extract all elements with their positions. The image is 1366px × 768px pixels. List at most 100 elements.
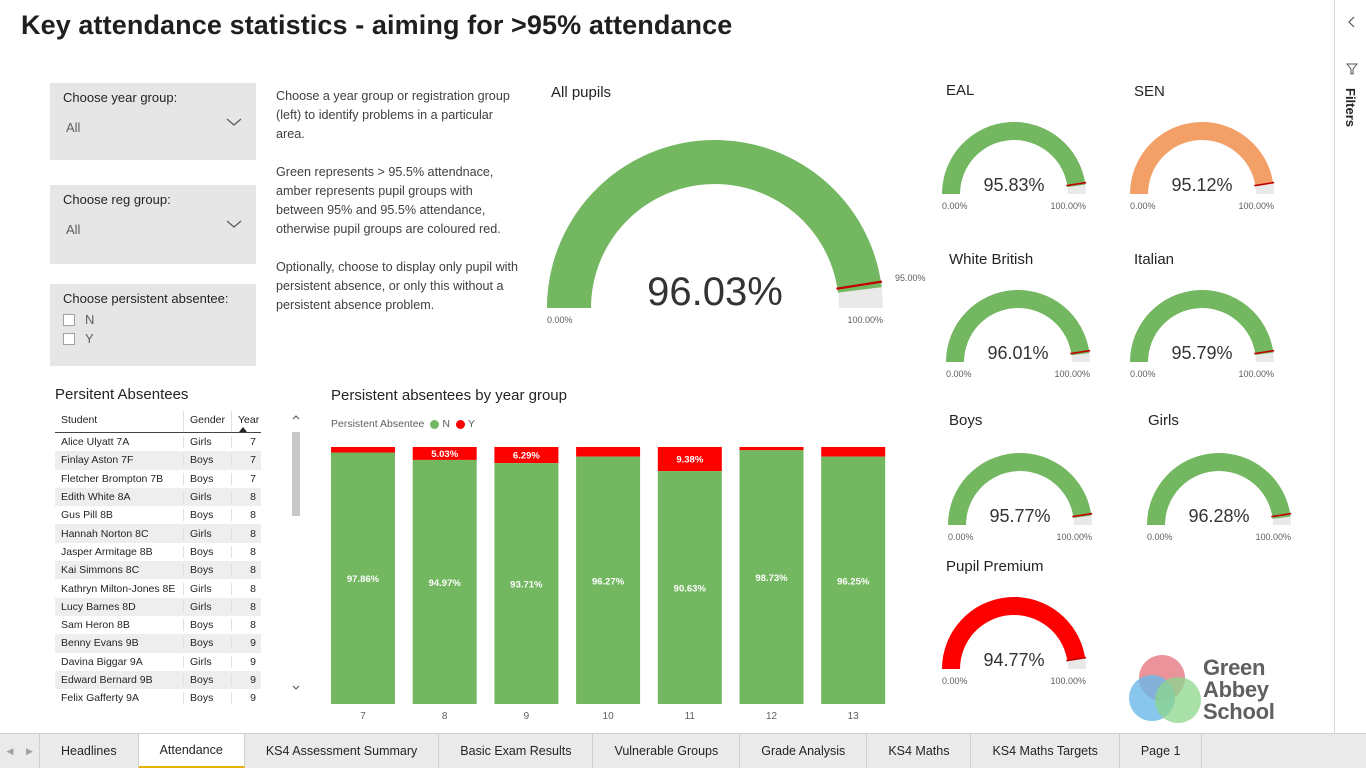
tab-page-1[interactable]: Page 1 [1119,734,1203,768]
x-tick-label: 12 [766,711,778,722]
table-row[interactable]: Alice Ulyatt 7A Girls 7 [55,433,261,451]
logo-circles-icon [1129,655,1201,723]
table-row[interactable]: Kathryn Milton-Jones 8E Girls 8 [55,579,261,597]
table-scrollbar[interactable] [291,410,301,698]
tab-list: Headlines Attendance KS4 Assessment Summar… [40,734,1203,768]
x-tick-label: 10 [603,711,615,722]
cell-year: 8 [231,600,261,613]
cell-student: Gus Pill 8B [61,509,113,522]
collapse-chevron-icon[interactable] [1347,16,1355,28]
table-row[interactable]: Edward Bernard 9B Boys 9 [55,670,261,690]
table-row[interactable]: Benny Evans 9B Boys 9 [55,634,261,653]
tab-scroll-right-icon[interactable]: ▶ [20,734,40,768]
reg-group-dropdown[interactable]: All [66,222,81,237]
gauge-fill [942,122,1086,194]
gauge-min-label: 0.00% [1130,369,1156,379]
gauge-pupil-premium[interactable]: 94.77% 0.00% 100.00% [940,593,1100,693]
gauge-girls[interactable]: 96.28% 0.00% 100.00% [1142,447,1302,547]
gauge-value: 96.28% [1188,506,1249,526]
cell-student: Sam Heron 8B [61,619,130,632]
checkbox-n[interactable]: N [63,312,94,327]
gauge-target-label: 95.00% [895,273,926,283]
tab-headlines[interactable]: Headlines [40,734,139,768]
gauge-all-pupils[interactable]: 96.03% 0.00% 100.00% 95.00% [540,130,940,330]
table-row[interactable]: Fletcher Brompton 7B Boys 7 [55,470,261,488]
gauge-white-british[interactable]: 96.01% 0.00% 100.00% [942,286,1102,386]
tab-attendance[interactable]: Attendance [138,734,245,768]
tab-ks4-maths-targets[interactable]: KS4 Maths Targets [971,734,1120,768]
year-group-slicer[interactable]: Choose year group: All [50,83,256,160]
x-tick-label: 9 [524,711,530,722]
legend-label-n[interactable]: N [442,418,450,430]
gauge-boys[interactable]: 95.77% 0.00% 100.00% [942,447,1102,547]
year-group-dropdown[interactable]: All [66,120,81,135]
bar-chart[interactable]: 97.86% 7 94.97% 5.03% 8 93.71% 6.29% 9 96.27% 10 9… [325,440,895,725]
bar-segment-y [739,447,804,451]
instruction-paragraph: Choose a year group or registration grou… [276,89,510,141]
gauge-target-line [1254,181,1275,187]
persistent-absentee-label: Choose persistent absentee: [63,291,229,306]
legend-label-y[interactable]: Y [468,418,476,430]
table-row[interactable]: Sam Heron 8B Boys 8 [55,616,261,634]
gauge-value: 95.79% [1171,343,1232,363]
table-row[interactable]: Kai Simmons 8C Boys 8 [55,561,261,580]
table-row[interactable]: Edith White 8A Girls 8 [55,487,261,507]
gauge-sen[interactable]: 95.12% 0.00% 100.00% [1128,118,1288,218]
gauge-fill [547,140,882,308]
checkbox-box[interactable] [63,313,75,326]
column-header-gender[interactable]: Gender [183,411,231,432]
table-row[interactable]: Felix Gafferty 9A Boys 9 [55,689,261,707]
gauge-target-line [1271,512,1292,518]
table-row[interactable]: Jasper Armitage 8B Boys 8 [55,543,261,561]
tab-scroll-left-icon[interactable]: ◀ [6,745,14,756]
table-row[interactable]: Lucy Barnes 8D Girls 8 [55,597,261,616]
chevron-down-icon[interactable] [226,219,242,229]
filters-label[interactable]: Filters [1343,88,1358,128]
bar-chart-legend: Persistent Absentee N Y [331,418,475,430]
tab-grade-analysis[interactable]: Grade Analysis [740,734,868,768]
gauge-max-label: 100.00% [1054,369,1090,379]
cell-gender: Boys [183,674,231,686]
tab-ks4-maths[interactable]: KS4 Maths [867,734,972,768]
persistent-absentee-slicer[interactable]: Choose persistent absentee: N Y [50,284,256,366]
tab-vulnerable-groups[interactable]: Vulnerable Groups [593,734,741,768]
cell-year: 9 [231,692,261,705]
checkbox-label: Y [85,331,94,346]
cell-year: 8 [231,582,261,595]
cell-student: Davina Biggar 9A [61,655,143,668]
checkbox-box[interactable] [63,332,75,345]
chevron-down-icon[interactable] [226,117,242,127]
gauge-title-boys: Boys [949,412,983,429]
cell-year: 8 [231,509,261,522]
gauge-eal[interactable]: 95.83% 0.00% 100.00% [940,118,1100,218]
bar-data-label: 96.27% [592,576,625,587]
cell-student: Benny Evans 9B [61,637,139,650]
table-row[interactable]: Hannah Norton 8C Girls 8 [55,524,261,543]
table-row[interactable]: Finlay Aston 7F Boys 7 [55,451,261,470]
column-header-year-label: Year [238,414,260,426]
gauge-title-pupil-premium: Pupil Premium [946,558,1044,575]
checkbox-y[interactable]: Y [63,331,94,346]
reg-group-slicer[interactable]: Choose reg group: All [50,185,256,264]
gauge-max-label: 100.00% [1238,201,1274,211]
absentees-table[interactable]: Student Gender Year Alice Ulyatt 7A Girls… [55,411,261,709]
gauge-max-label: 100.00% [1050,676,1086,686]
tab-basic-exam-results[interactable]: Basic Exam Results [439,734,594,768]
bar-data-label: 96.25% [837,576,870,587]
cell-student: Finlay Aston 7F [61,454,134,467]
gauge-italian[interactable]: 95.79% 0.00% 100.00% [1128,286,1288,386]
gauge-max-label: 100.00% [1056,532,1092,542]
tab-ks4-assessment-summary[interactable]: KS4 Assessment Summary [244,734,440,768]
gauge-fill [1130,289,1274,362]
table-row[interactable]: Gus Pill 8B Boys 8 [55,506,261,524]
column-header-year[interactable]: Year [231,411,261,432]
column-header-student[interactable]: Student [61,414,98,426]
gauge-min-label: 0.00% [948,532,974,542]
table-row[interactable]: Davina Biggar 9A Girls 9 [55,653,261,671]
bar-segment-y [331,447,395,453]
filters-pane[interactable]: Filters [1334,0,1366,733]
reg-group-label: Choose reg group: [63,192,171,207]
cell-year: 7 [231,454,261,467]
cell-gender: Girls [183,436,231,449]
bar-data-label: 98.73% [755,573,788,584]
